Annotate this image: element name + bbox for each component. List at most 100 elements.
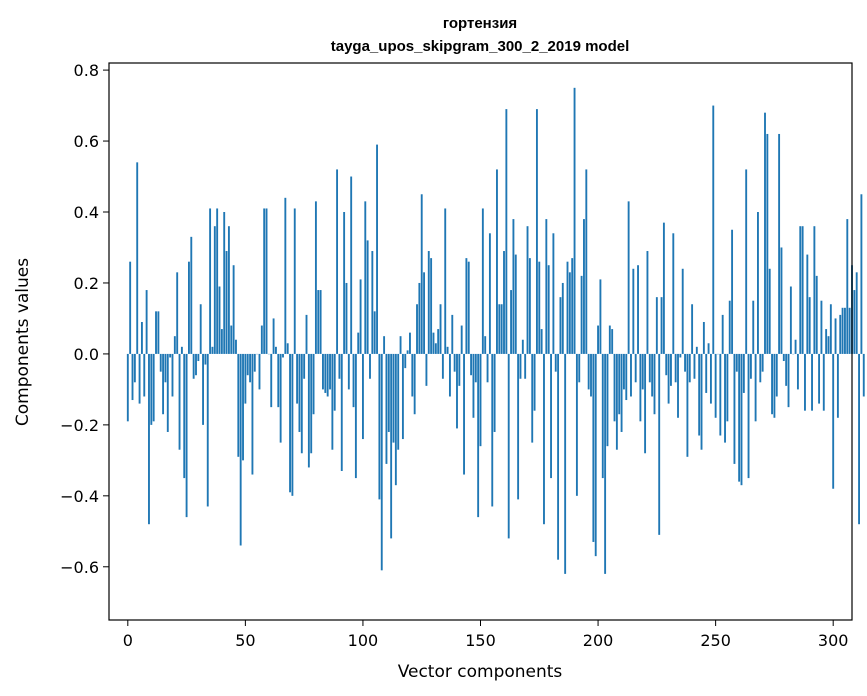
- bar: [794, 339, 797, 354]
- bar: [709, 353, 712, 404]
- bar: [611, 329, 614, 354]
- bar: [587, 353, 590, 390]
- bar: [199, 304, 202, 354]
- bar: [178, 353, 181, 450]
- bar: [660, 297, 663, 354]
- bar: [608, 325, 611, 354]
- bar: [735, 353, 738, 372]
- bar: [672, 233, 675, 354]
- bar: [686, 353, 689, 457]
- bar: [338, 353, 341, 379]
- bar: [627, 201, 630, 354]
- bar: [742, 353, 745, 393]
- bar: [517, 353, 520, 500]
- bar: [693, 353, 696, 379]
- bar: [275, 346, 277, 354]
- bar: [622, 353, 625, 390]
- bar: [575, 353, 578, 496]
- bar: [547, 265, 550, 354]
- bar: [364, 201, 367, 354]
- bar: [251, 353, 254, 475]
- bar: [169, 353, 172, 358]
- bar: [260, 325, 263, 354]
- bar: [829, 304, 832, 354]
- bar: [470, 353, 473, 376]
- bar: [126, 353, 129, 422]
- y-axis-label: Components values: [13, 258, 33, 426]
- bar: [822, 353, 825, 411]
- bar: [352, 353, 355, 408]
- bar: [512, 219, 515, 354]
- bar: [425, 353, 428, 386]
- bar: [223, 212, 226, 354]
- bar: [726, 353, 729, 422]
- bar: [336, 169, 339, 354]
- bar: [632, 268, 635, 354]
- bar: [806, 254, 809, 354]
- bar: [568, 272, 571, 354]
- bar: [463, 353, 465, 475]
- bar: [209, 208, 212, 354]
- bar: [136, 162, 139, 354]
- bar: [373, 311, 376, 354]
- bar: [580, 275, 583, 354]
- bar: [583, 219, 585, 354]
- bar: [322, 353, 324, 390]
- bar: [225, 251, 228, 354]
- bar: [366, 240, 369, 354]
- bar: [573, 87, 576, 354]
- y-tick-label: −0.4: [60, 487, 99, 506]
- bar: [401, 353, 404, 440]
- bar: [427, 251, 430, 354]
- bar: [846, 219, 849, 354]
- bar: [286, 343, 289, 354]
- bar: [496, 169, 498, 354]
- bar: [773, 353, 776, 418]
- bar: [789, 286, 792, 354]
- bar: [653, 353, 656, 415]
- bar: [655, 297, 658, 354]
- bar: [195, 353, 197, 376]
- bar: [811, 353, 813, 411]
- bar: [498, 304, 501, 354]
- bar: [808, 297, 811, 354]
- bar: [554, 353, 557, 372]
- bar: [293, 208, 296, 354]
- x-tick-label: 150: [465, 631, 496, 650]
- bar: [218, 286, 221, 354]
- bar: [227, 226, 230, 354]
- x-tick-label: 0: [123, 631, 133, 650]
- bar: [416, 304, 418, 354]
- bar: [688, 353, 691, 383]
- bar: [230, 325, 233, 354]
- bar: [594, 353, 597, 557]
- bar: [684, 353, 686, 372]
- bar: [757, 212, 759, 354]
- bar: [759, 353, 762, 383]
- bar: [253, 353, 256, 372]
- bar: [390, 353, 393, 539]
- bar: [404, 353, 407, 369]
- bar: [724, 353, 726, 443]
- bar: [702, 321, 705, 354]
- bar: [564, 353, 567, 574]
- bar: [674, 353, 677, 383]
- bar: [841, 307, 844, 354]
- bar: [430, 258, 433, 354]
- bar: [202, 353, 204, 425]
- bar: [486, 353, 489, 383]
- bar: [162, 353, 165, 415]
- bar: [437, 329, 440, 354]
- bar: [695, 346, 698, 354]
- bar: [585, 169, 588, 354]
- bar: [571, 258, 574, 354]
- x-tick-label: 200: [583, 631, 614, 650]
- bar: [197, 353, 200, 362]
- bar: [493, 353, 496, 432]
- bar: [434, 343, 437, 354]
- bar: [639, 353, 642, 422]
- x-axis-label: Vector components: [398, 662, 563, 682]
- bar: [484, 336, 487, 354]
- bar: [188, 261, 190, 354]
